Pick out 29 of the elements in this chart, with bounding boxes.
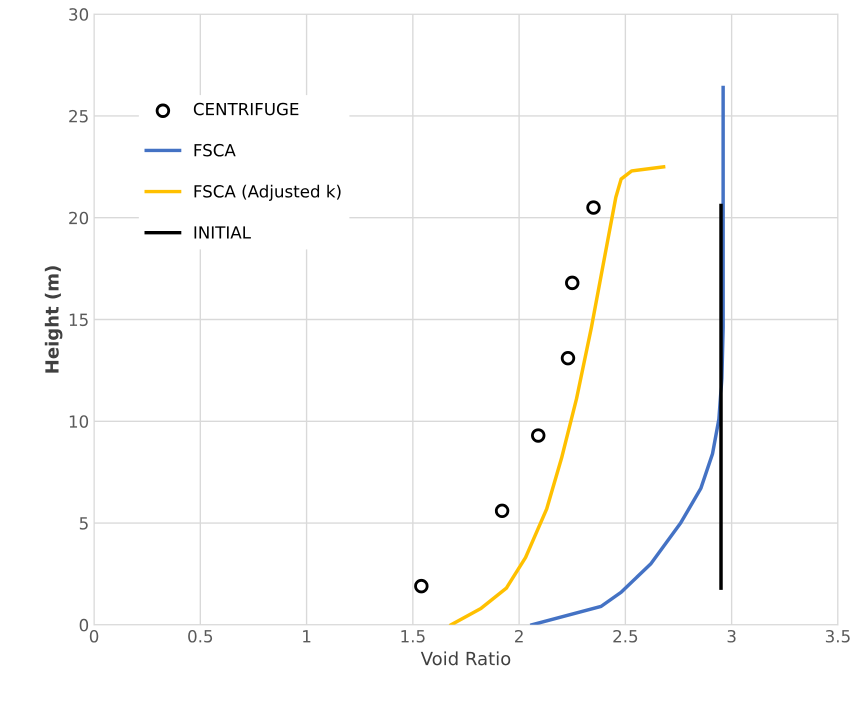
x-tick-label: 2.5	[613, 630, 638, 643]
point	[494, 504, 510, 518]
line-series	[449, 165, 666, 625]
point	[565, 276, 580, 290]
point	[531, 428, 546, 443]
point	[560, 350, 576, 366]
x-tick-label: 3.5	[826, 630, 850, 643]
y-tick-label: 15	[70, 314, 88, 326]
legend-label: FSCA (Adjusted k)	[194, 184, 341, 201]
y-tick-label: 5	[80, 517, 88, 530]
legend-label: INITIAL	[194, 226, 251, 239]
x-axis-title: Void Ratio	[420, 651, 510, 666]
line-series	[530, 86, 725, 625]
y-axis-title: Height (m)	[44, 266, 62, 373]
y-tick-label: 0	[80, 618, 88, 632]
x-tick-label: 2	[515, 630, 523, 642]
x-tick-label: 1.5	[401, 630, 425, 643]
legend-label: FSCA	[194, 144, 236, 157]
x-tick-label: 0	[90, 630, 98, 643]
point	[586, 200, 601, 215]
y-tick-label: 20	[69, 212, 88, 224]
legend-label: CENTRIFUGE	[194, 102, 298, 116]
y-tick-label: 25	[69, 110, 88, 123]
point	[414, 578, 429, 594]
x-tick-label: 1	[303, 630, 310, 642]
x-tick-label: 0.5	[188, 630, 212, 643]
y-tick-label: 30	[69, 8, 88, 21]
x-tick-label: 3	[728, 630, 736, 643]
y-tick-label: 10	[70, 415, 88, 428]
